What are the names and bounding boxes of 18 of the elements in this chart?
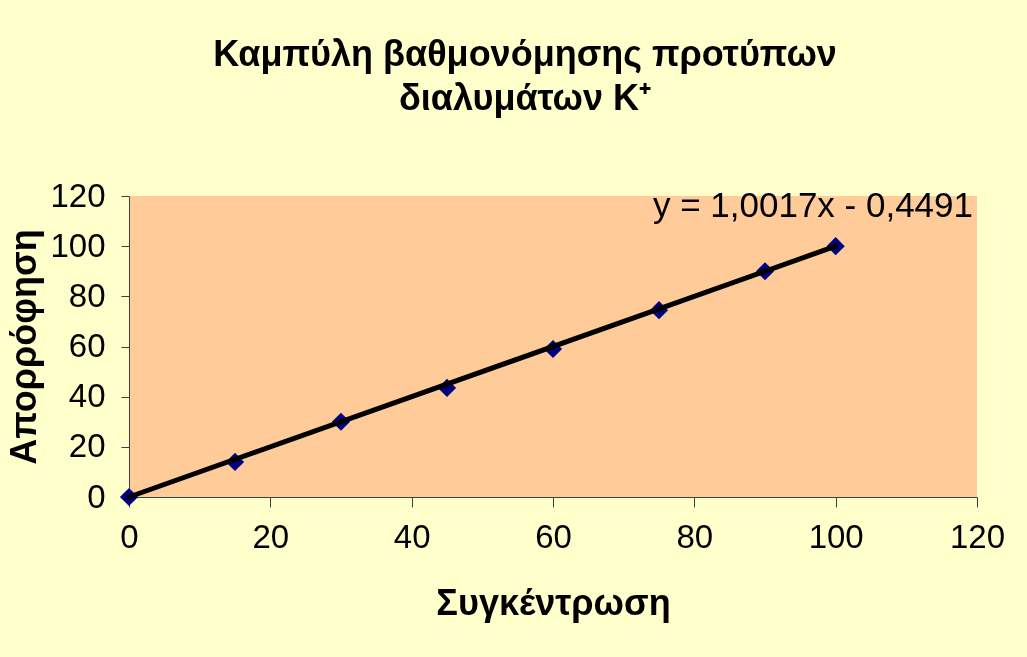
y-axis-title: Απορρόφηση	[3, 229, 45, 465]
y-tick-label: 60	[68, 327, 106, 364]
annotation: y = 1,0017x - 0,4491	[652, 185, 973, 224]
x-tick-label: 0	[120, 517, 139, 555]
y-tick-label: 100	[50, 226, 106, 264]
x-tick-label: 20	[252, 517, 290, 555]
y-tick-label: 40	[68, 377, 106, 415]
y-tick-label: 120	[50, 176, 106, 214]
x-axis-title: Συγκέντρωση	[436, 581, 671, 623]
x-tick-label: 40	[393, 517, 431, 555]
y-tick-label: 20	[68, 427, 106, 465]
x-tick-label: 100	[808, 517, 864, 555]
x-tick-label: 120	[949, 517, 1006, 555]
y-tick-label: 80	[68, 276, 106, 314]
chart-title: Καμπύλη βαθμονόμησης προτύπων διαλυμάτων K⁺	[213, 33, 837, 118]
y-tick-label: 0	[87, 477, 106, 515]
x-tick-label: 80	[676, 517, 714, 555]
x-tick-label: 60	[535, 517, 572, 555]
